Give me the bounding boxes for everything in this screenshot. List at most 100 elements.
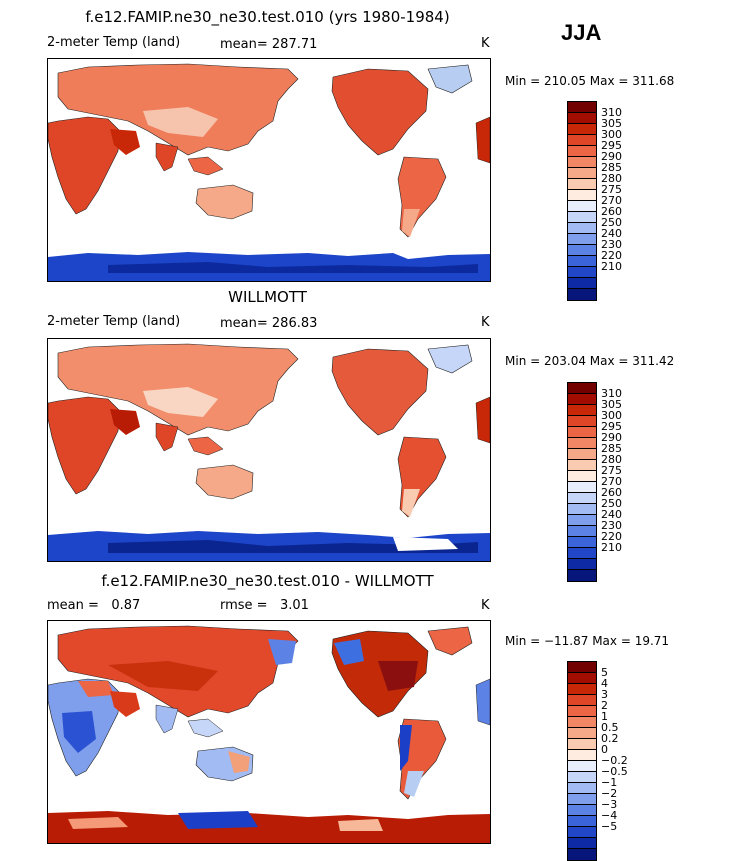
andes-cool bbox=[400, 725, 412, 771]
panel-3-mean-label: mean = 0.87 bbox=[47, 598, 141, 613]
north-africa-warm bbox=[78, 681, 114, 697]
antarctica-region bbox=[48, 252, 490, 281]
panel-2-unit: K bbox=[481, 315, 490, 330]
colorbar-swatch bbox=[568, 684, 596, 695]
southeast-asia-land bbox=[187, 156, 224, 176]
colorbar-tick-label: 300 bbox=[601, 409, 622, 422]
colorbar-swatch bbox=[568, 157, 596, 168]
colorbar-swatch bbox=[568, 256, 596, 267]
panel-2-map bbox=[47, 338, 491, 562]
colorbar-tick-label: 305 bbox=[601, 398, 622, 411]
colorbar-tick-label: −2 bbox=[601, 787, 618, 800]
colorbar-tick-label: 260 bbox=[601, 205, 622, 218]
colorbar-tick-label: 290 bbox=[601, 150, 622, 163]
panel-1-variable-label: 2-meter Temp (land) bbox=[47, 35, 181, 50]
greenland-land bbox=[427, 626, 473, 656]
panel-3-rmse-value: 3.01 bbox=[279, 598, 309, 613]
panel-2-world-map bbox=[48, 343, 490, 561]
antarctica-interior bbox=[108, 262, 478, 273]
colorbar-tick-label: 210 bbox=[601, 260, 622, 273]
india-land bbox=[155, 142, 179, 172]
colorbar-tick-label: 2 bbox=[601, 699, 608, 712]
colorbar-tick-label: 0 bbox=[601, 743, 608, 756]
colorbar-swatch bbox=[568, 234, 596, 245]
colorbar-tick-label: 1 bbox=[601, 710, 608, 723]
colorbar-tick-label: −1 bbox=[601, 776, 618, 789]
panel-2-mean-label: mean= 286.83 bbox=[220, 316, 318, 331]
greenland-land bbox=[427, 64, 473, 94]
africa-land bbox=[48, 116, 121, 215]
colorbar-swatch bbox=[568, 673, 596, 684]
colorbar-tick-label: 285 bbox=[601, 161, 622, 174]
panel-3-map bbox=[47, 620, 491, 844]
colorbar-tick-label: 275 bbox=[601, 183, 622, 196]
colorbar-swatch bbox=[568, 460, 596, 471]
colorbar-tick-label: 260 bbox=[601, 486, 622, 499]
colorbar-tick-label: −0.2 bbox=[601, 754, 628, 767]
panel-3-rmse-label: rmse = 3.01 bbox=[220, 598, 309, 613]
south-america-south bbox=[402, 209, 420, 237]
colorbar-swatch bbox=[568, 190, 596, 201]
colorbar-tick-label: 4 bbox=[601, 677, 608, 690]
panel-2-title: WILLMOTT bbox=[228, 288, 307, 306]
panel-1-mean-value: 287.71 bbox=[271, 37, 318, 52]
colorbar-tick-label: 210 bbox=[601, 541, 622, 554]
colorbar-tick-label: 300 bbox=[601, 128, 622, 141]
colorbar-tick-label: 3 bbox=[601, 688, 608, 701]
panel-2-minmax: Min = 203.04 Max = 311.42 bbox=[505, 354, 675, 368]
colorbar-swatch bbox=[568, 168, 596, 179]
tibet-plateau bbox=[143, 387, 218, 417]
colorbar-tick-label: 220 bbox=[601, 530, 622, 543]
colorbar-swatch bbox=[568, 537, 596, 548]
colorbar-swatch bbox=[568, 102, 596, 113]
panel-3-unit: K bbox=[481, 598, 490, 613]
colorbar-swatch bbox=[568, 548, 596, 559]
colorbar-tick-label: 0.5 bbox=[601, 721, 619, 734]
panel-1-map bbox=[47, 58, 491, 282]
colorbar-swatch bbox=[568, 449, 596, 460]
colorbar-swatch bbox=[568, 493, 596, 504]
colorbar-swatch bbox=[568, 179, 596, 190]
colorbar-swatch bbox=[568, 427, 596, 438]
colorbar-swatch bbox=[568, 438, 596, 449]
colorbar-swatch bbox=[568, 394, 596, 405]
panel-3-title: f.e12.FAMIP.ne30_ne30.test.010 - WILLMOT… bbox=[101, 572, 434, 590]
panel-2-variable-label: 2-meter Temp (land) bbox=[47, 314, 181, 329]
colorbar-swatch bbox=[568, 827, 596, 838]
colorbar-swatch bbox=[568, 794, 596, 805]
colorbar-tick-label: 230 bbox=[601, 238, 622, 251]
colorbar-swatch bbox=[568, 135, 596, 146]
colorbar-tick-label: 0.2 bbox=[601, 732, 619, 745]
southeast-asia-land bbox=[187, 436, 224, 456]
colorbar-swatch bbox=[568, 526, 596, 537]
colorbar-tick-label: 280 bbox=[601, 172, 622, 185]
arabia-land bbox=[110, 409, 140, 435]
panel-3-colorbar bbox=[567, 661, 597, 861]
colorbar-swatch bbox=[568, 783, 596, 794]
colorbar-swatch bbox=[568, 278, 596, 289]
panel-1-colorbar bbox=[567, 101, 597, 301]
colorbar-swatch bbox=[568, 662, 596, 673]
colorbar-swatch bbox=[568, 212, 596, 223]
antarctica-region bbox=[48, 811, 490, 843]
colorbar-tick-label: −0.5 bbox=[601, 765, 628, 778]
colorbar-swatch bbox=[568, 559, 596, 570]
colorbar-swatch bbox=[568, 201, 596, 212]
colorbar-swatch bbox=[568, 471, 596, 482]
colorbar-swatch bbox=[568, 267, 596, 278]
colorbar-swatch bbox=[568, 816, 596, 827]
colorbar-swatch bbox=[568, 515, 596, 526]
antarctica-warm-patch bbox=[68, 817, 128, 829]
colorbar-tick-label: 240 bbox=[601, 508, 622, 521]
colorbar-swatch bbox=[568, 113, 596, 124]
colorbar-tick-label: 240 bbox=[601, 227, 622, 240]
colorbar-tick-label: −5 bbox=[601, 820, 618, 833]
colorbar-swatch bbox=[568, 849, 596, 860]
west-africa-wrap bbox=[475, 396, 490, 444]
north-america-land bbox=[331, 68, 429, 156]
colorbar-swatch bbox=[568, 570, 596, 581]
antarctica-ice-shelf bbox=[393, 537, 458, 551]
colorbar-tick-label: 250 bbox=[601, 497, 622, 510]
colorbar-swatch bbox=[568, 805, 596, 816]
colorbar-swatch bbox=[568, 772, 596, 783]
